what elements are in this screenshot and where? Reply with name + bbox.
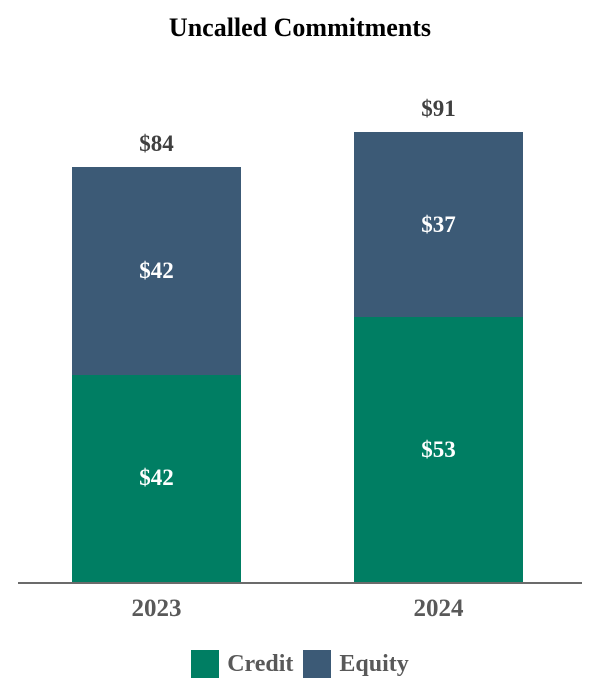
legend-item-equity: Equity <box>303 650 409 678</box>
equity-value-label: $42 <box>139 257 174 283</box>
bar-stack-2024: $53 $37 $91 <box>354 96 523 582</box>
equity-value-label: $37 <box>421 211 456 237</box>
legend-label-credit: Credit <box>227 650 294 677</box>
legend-item-credit: Credit <box>191 650 293 678</box>
credit-segment-2024: $53 <box>354 317 523 582</box>
total-label-2023: $84 <box>139 131 174 157</box>
equity-segment-2024: $37 <box>354 132 523 318</box>
bar-stack-2023: $42 $42 $84 <box>72 131 241 582</box>
legend: Credit Equity <box>0 650 600 678</box>
x-axis-category-labels: 2023 2024 <box>0 595 600 627</box>
credit-value-label: $53 <box>421 436 456 462</box>
category-label-2023: 2023 <box>131 595 182 622</box>
chart-title: Uncalled Commitments <box>168 13 432 42</box>
total-label-2024: $91 <box>421 96 456 122</box>
category-label-2024: 2024 <box>413 595 464 622</box>
equity-segment-2023: $42 <box>72 167 241 375</box>
credit-segment-2023: $42 <box>72 374 241 582</box>
x-axis-line <box>18 582 582 584</box>
legend-swatch-equity-icon <box>303 650 332 678</box>
plot-area: $42 $42 $84 $53 $37 $91 <box>18 96 582 584</box>
legend-label-equity: Equity <box>339 650 409 677</box>
legend-swatch-credit-icon <box>191 650 220 678</box>
credit-value-label: $42 <box>139 465 174 491</box>
